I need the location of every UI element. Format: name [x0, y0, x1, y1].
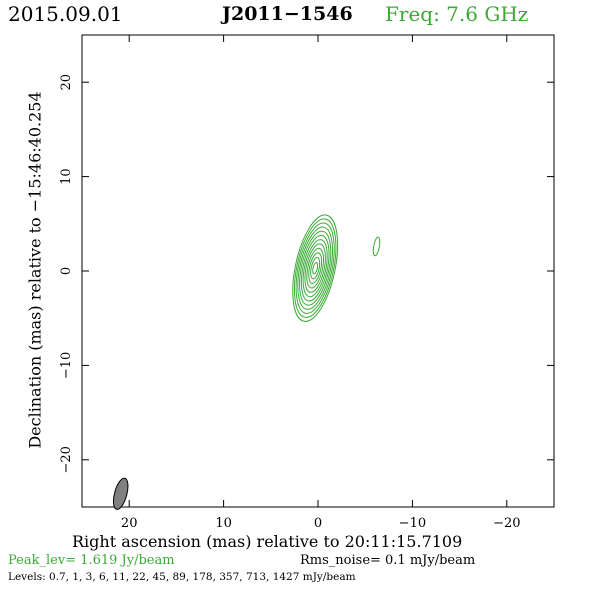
- contour-line: [292, 214, 339, 322]
- contour-line: [295, 222, 335, 314]
- y-tick-label: −10: [59, 352, 74, 379]
- y-axis-label: Declination (mas) relative to −15:46:40.…: [25, 91, 45, 449]
- y-tick-label: 0: [59, 267, 74, 275]
- beam-ellipse: [112, 477, 129, 510]
- rms-noise: Rms_noise= 0.1 mJy/beam: [300, 553, 476, 568]
- y-tick-label: 20: [59, 74, 74, 91]
- peak-level: Peak_lev= 1.619 Jy/beam: [8, 553, 175, 568]
- x-tick-label: −20: [493, 516, 520, 531]
- source-contours: [292, 214, 381, 322]
- contour-line: [312, 261, 319, 275]
- contour-levels: Levels: 0.7, 1, 3, 6, 11, 22, 45, 89, 17…: [8, 571, 356, 583]
- y-tick-label: 10: [59, 168, 74, 185]
- x-tick-label: 10: [215, 516, 232, 531]
- contour-line: [310, 257, 321, 280]
- contour-line: [297, 226, 333, 310]
- y-tick-label: −20: [59, 446, 74, 473]
- contour-line: [299, 230, 332, 306]
- contour-line: [306, 247, 325, 289]
- observation-date: 2015.09.01: [8, 2, 123, 26]
- x-tick-label: 0: [314, 516, 322, 531]
- contour-line: [304, 243, 326, 293]
- x-tick-label: 20: [121, 516, 138, 531]
- contour-line: [302, 239, 328, 298]
- x-axis-label: Right ascension (mas) relative to 20:11:…: [72, 532, 463, 551]
- beam-ellipse-group: [112, 477, 129, 510]
- plot-frame: [81, 34, 555, 508]
- contour-line: [308, 252, 323, 284]
- contour-line: [293, 218, 337, 318]
- source-name: J2011−1546: [222, 3, 353, 25]
- axis-tick-labels: 20 10 0 −10 −20 20 10 0 −10 −20: [59, 74, 521, 531]
- contour-line: [300, 234, 330, 302]
- contour-line: [372, 236, 381, 257]
- frequency-label: Freq: 7.6 GHz: [385, 2, 529, 26]
- x-tick-label: −10: [399, 516, 426, 531]
- axis-ticks: [82, 35, 554, 507]
